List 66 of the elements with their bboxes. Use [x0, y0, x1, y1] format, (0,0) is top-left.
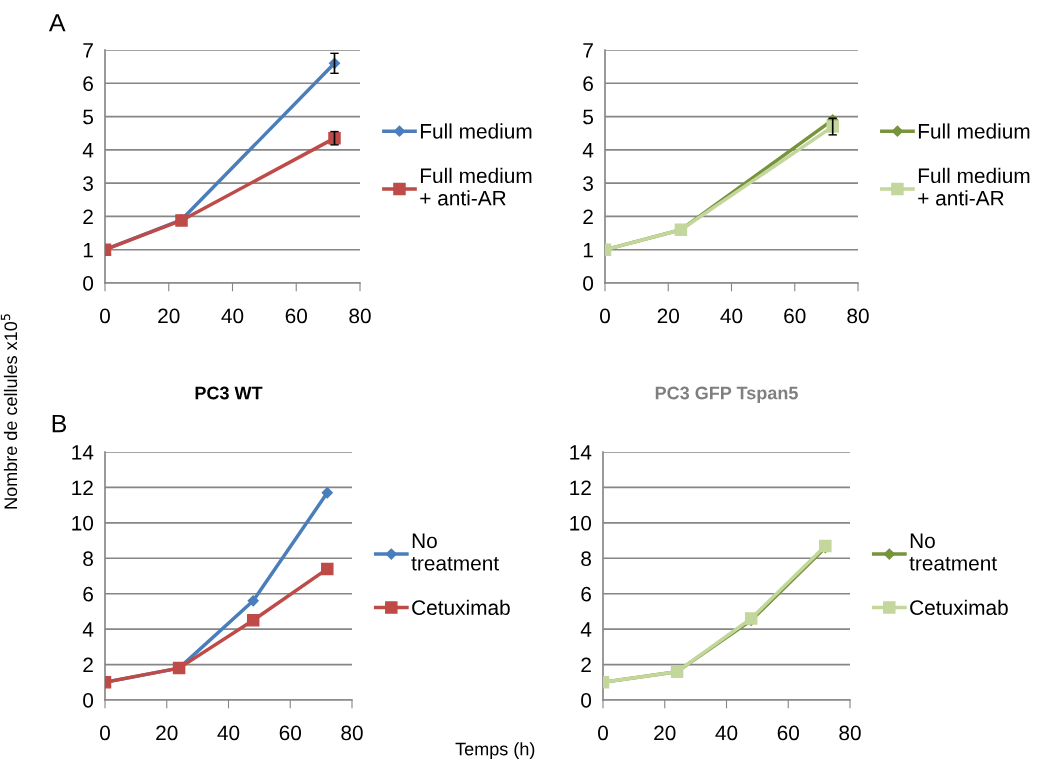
x-tick-label: 20	[156, 725, 178, 741]
chart-title: PC3 WT	[195, 386, 263, 400]
x-tick-label: 20	[654, 725, 676, 741]
y-tick-label: 2	[83, 209, 93, 224]
y-tick-label: 4	[82, 622, 94, 637]
x-axis-title: Temps (h)	[455, 742, 535, 759]
x-tick-label: 60	[285, 308, 308, 324]
y-tick-label: 5	[583, 109, 594, 125]
legend-label: No treatment	[411, 533, 499, 571]
y-tick-label: 4	[580, 622, 592, 637]
x-tick-label: 40	[221, 308, 244, 324]
x-tick-label: 80	[847, 308, 869, 324]
y-tick-label: 0	[581, 693, 592, 708]
x-tick-label: 40	[715, 725, 738, 741]
legend-label: Cetuximab	[910, 599, 1008, 616]
x-tick-label: 60	[279, 725, 302, 741]
x-tick-label: 80	[839, 725, 861, 741]
y-tick-label: 12	[570, 480, 591, 495]
y-tick-label: 7	[83, 43, 93, 58]
x-tick-label: 20	[158, 308, 180, 324]
y-tick-label: 6	[583, 76, 593, 92]
x-tick-label: 0	[600, 308, 610, 324]
y-tick-label: 1	[583, 242, 593, 258]
legend-label: Full medium + anti-AR	[420, 167, 532, 206]
x-tick-label: 40	[217, 725, 240, 741]
y-tick-label: 14	[570, 445, 592, 460]
legend-label: Full medium + anti-AR	[918, 167, 1030, 206]
text: B	[52, 414, 67, 433]
x-tick-label: 20	[657, 308, 680, 324]
y-tick-label: 4	[82, 143, 94, 158]
legend-label: Cetuximab	[412, 599, 510, 616]
x-tick-label: 40	[720, 308, 743, 324]
y-tick-label: 0	[83, 693, 94, 708]
x-tick-label: 60	[784, 308, 806, 324]
x-tick-label: 80	[349, 308, 371, 324]
y-tick-label: 5	[83, 109, 94, 125]
y-tick-label: 0	[83, 276, 94, 291]
x-tick-label: 0	[100, 308, 110, 324]
x-tick-label: 80	[341, 725, 363, 741]
y-tick-label: 2	[583, 209, 593, 224]
y-tick-label: 8	[581, 551, 591, 567]
y-axis-title: Nombre de cellules x10$^{5}$	[0, 314, 18, 509]
y-tick-label: 2	[83, 657, 93, 673]
x-tick-label: 0	[100, 725, 110, 741]
x-tick-label: 60	[777, 725, 800, 741]
x-tick-label: 0	[598, 725, 608, 741]
y-tick-label: 6	[83, 76, 93, 92]
chart-title: PC3 GFP Tspan5	[655, 386, 798, 403]
y-tick-label: 3	[83, 176, 93, 191]
y-tick-label: 7	[583, 43, 593, 58]
y-tick-label: 14	[72, 445, 94, 460]
y-tick-label: 10	[570, 515, 592, 531]
y-tick-label: 6	[581, 586, 591, 602]
legend-label: Full medium	[420, 123, 532, 139]
y-tick-label: 12	[72, 480, 93, 495]
y-tick-label: 1	[83, 242, 93, 258]
y-tick-label: 4	[582, 143, 594, 158]
y-tick-label: 8	[83, 551, 93, 567]
legend-label: No treatment	[909, 533, 997, 571]
y-tick-label: 2	[581, 657, 591, 673]
legend-label: Full medium	[918, 123, 1030, 139]
y-tick-label: 0	[583, 276, 594, 291]
y-tick-label: 3	[583, 176, 593, 191]
y-tick-label: 6	[83, 586, 93, 602]
text: A	[48, 14, 66, 32]
y-tick-label: 10	[72, 515, 94, 531]
